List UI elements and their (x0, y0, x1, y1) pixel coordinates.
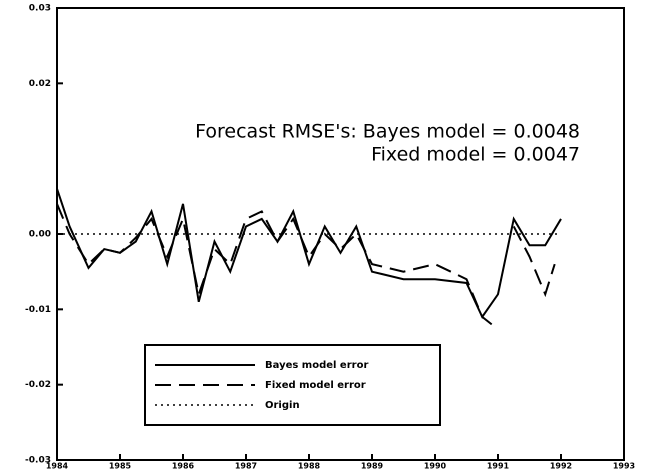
x-tick-label: 1993 (613, 462, 635, 471)
y-tick-label: -0.03 (25, 456, 51, 466)
x-tick-label: 1991 (487, 462, 510, 471)
y-tick-label: 0.03 (29, 4, 51, 14)
x-tick-label: 1989 (361, 462, 384, 471)
annotation: Fixed model = 0.0047 (371, 144, 580, 166)
x-tick-label: 1985 (109, 462, 132, 471)
y-tick-label: -0.02 (25, 380, 51, 390)
legend-label: Fixed model error (265, 380, 366, 391)
y-tick-label: 0.00 (29, 230, 51, 240)
x-tick-label: 1992 (550, 462, 572, 471)
y-tick-label: 0.02 (29, 79, 51, 89)
series-line (56, 188, 562, 319)
y-tick-label: -0.01 (25, 305, 51, 315)
legend-label: Origin (265, 400, 300, 411)
x-tick-label: 1988 (298, 462, 321, 471)
series-line (56, 203, 556, 326)
x-tick-label: 1986 (172, 462, 195, 471)
legend-label: Bayes model error (265, 360, 368, 371)
x-tick-label: 1984 (46, 462, 69, 471)
annotation: Forecast RMSE's: Bayes model = 0.0048 (195, 121, 580, 143)
x-tick-label: 1990 (424, 462, 447, 471)
x-tick-label: 1987 (235, 462, 257, 471)
